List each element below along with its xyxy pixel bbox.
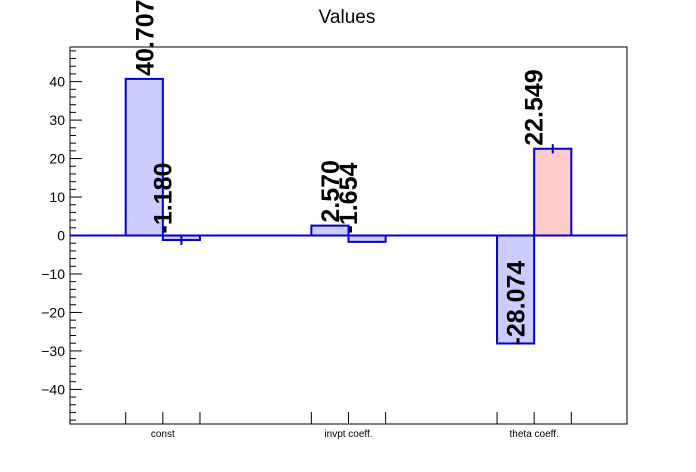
bar-series1 [496,234,536,345]
y-tick-label: 30 [49,112,65,128]
y-tick-label: −10 [41,266,65,282]
bar-value-label: 40.707 [131,0,159,76]
chart-title: Values [319,7,376,28]
y-tick-label: −40 [41,381,65,397]
bar-value-label: -1.654 [335,163,363,234]
x-category-label: invpt coeff. [324,429,372,440]
x-category-label: theta coeff. [510,429,559,440]
bar-value-label: 2.570 [317,160,345,223]
bar-value-label: -1.180 [149,163,177,234]
bar-series2 [533,147,573,237]
y-tick-label: 10 [49,189,65,205]
x-axis: const invpt coeff. theta coeff. [125,412,572,440]
bar-value-label: -28.074 [503,261,531,346]
y-tick-label: 20 [49,151,65,167]
bar-value-label: 22.549 [521,69,549,145]
y-tick-label: 0 [57,228,65,244]
bars-group [70,77,627,345]
y-tick-label: −20 [41,304,65,320]
value-labels-group: 40.707 -1.180 2.570-1.654 -28.074 22.549 [131,0,548,346]
y-tick-label: −30 [41,343,65,359]
y-tick-label: 40 [49,74,65,90]
x-category-label: const [151,429,175,440]
